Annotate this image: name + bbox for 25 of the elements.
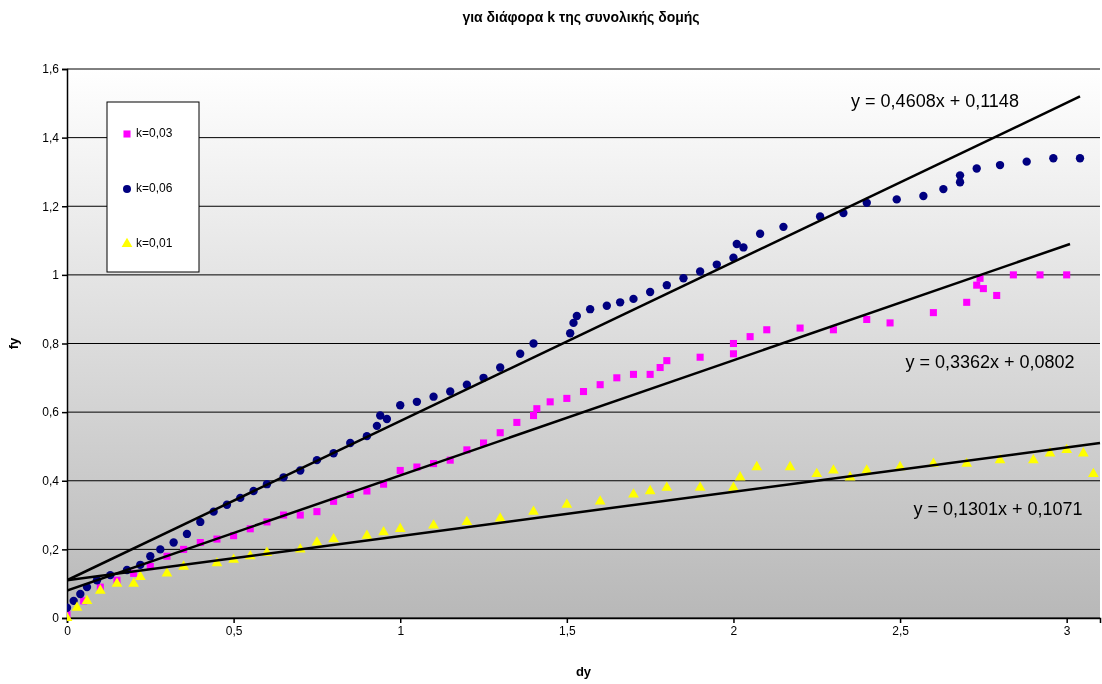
annotation: y = 0,1301x + 0,1071 — [913, 498, 1083, 519]
legend-label: k=0,01 — [136, 236, 173, 251]
x-axis-title: dy — [575, 664, 592, 679]
annotation: y = 0,3362x + 0,0802 — [905, 351, 1075, 372]
y-tick-label: 1,4 — [42, 130, 60, 145]
y-axis-title: fy — [6, 336, 21, 350]
x-tick-label: 0,5 — [225, 623, 243, 638]
y-tick-label: 0,6 — [42, 405, 60, 420]
y-tick-label: 1 — [52, 268, 60, 283]
y-tick-label: 1,2 — [42, 199, 60, 214]
annotation: y = 0,4608x + 0,1148 — [851, 91, 1019, 112]
legend-label: k=0,06 — [136, 181, 173, 196]
y-tick-label: 0 — [52, 611, 60, 626]
x-tick-label: 2,5 — [892, 623, 910, 638]
y-tick-label: 1,6 — [42, 62, 60, 77]
y-tick-label: 0,8 — [42, 336, 60, 351]
x-tick-label: 3 — [1063, 623, 1071, 638]
chart-title: για διάφορα k της συνολικής δομής — [462, 9, 700, 25]
x-tick-label: 1 — [397, 623, 405, 638]
x-tick-label: 2 — [730, 623, 738, 638]
x-tick-label: 0 — [64, 623, 72, 638]
x-tick-label: 1,5 — [558, 623, 576, 638]
y-tick-label: 0,4 — [42, 474, 60, 489]
legend-label: k=0,03 — [136, 126, 173, 141]
y-tick-label: 0,2 — [42, 542, 60, 557]
